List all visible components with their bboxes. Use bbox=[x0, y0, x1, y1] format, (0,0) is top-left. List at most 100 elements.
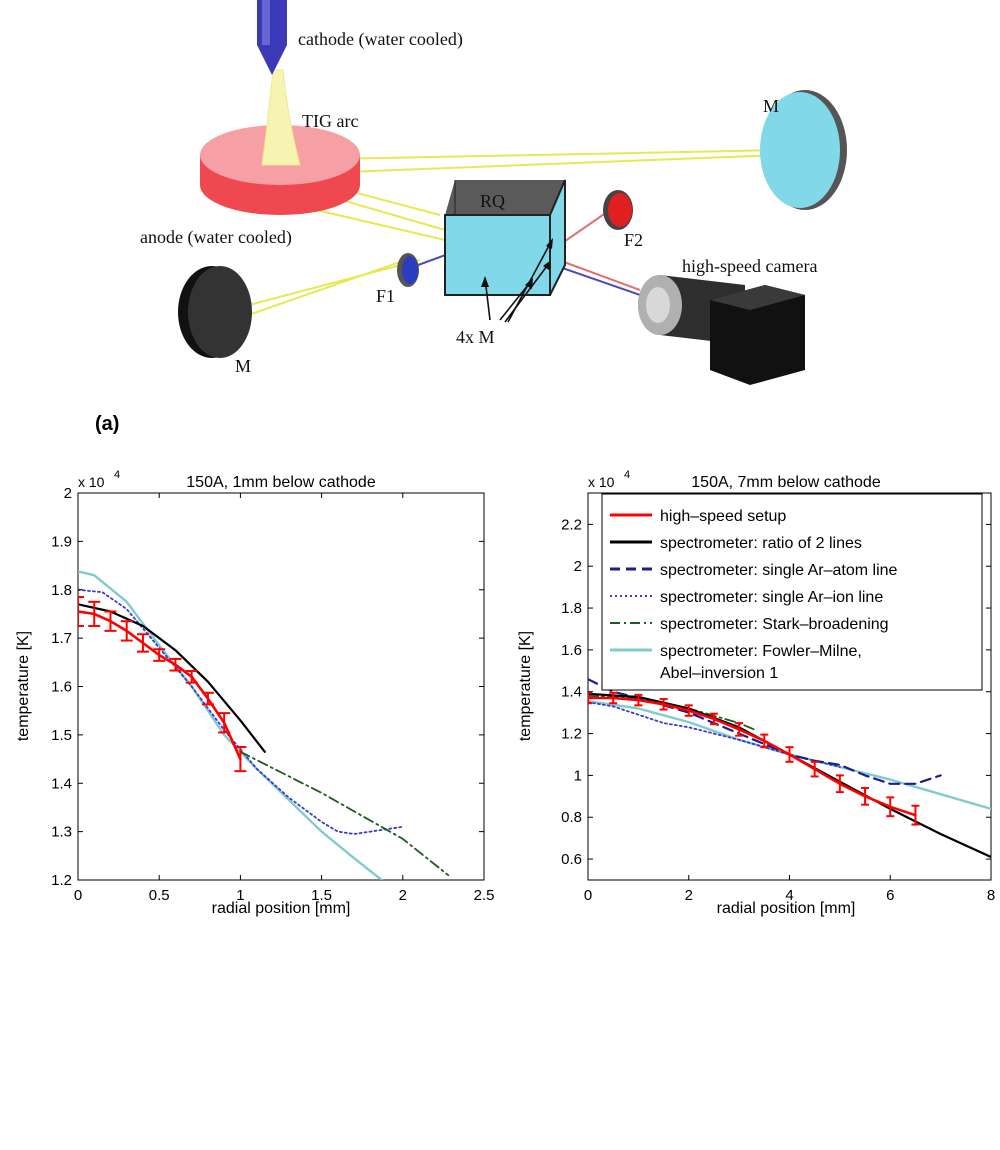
series-line-stark bbox=[239, 750, 450, 877]
ticks-group: 0 2 4 6 8 0.6 0.8 1 1.2 1.4 1.6 1.8 2 2.2 bbox=[561, 493, 995, 904]
x-tick-label: 2 bbox=[685, 887, 693, 904]
error-bar bbox=[785, 746, 794, 763]
error-bar bbox=[911, 804, 920, 826]
y-multiplier-exponent: 4 bbox=[624, 469, 630, 481]
chart-title: 150A, 1mm below cathode bbox=[186, 474, 376, 491]
error-bar bbox=[153, 648, 166, 662]
error-bar bbox=[185, 670, 198, 684]
y-axis-label: temperature [K] bbox=[517, 631, 534, 741]
x-tick-label: 6 bbox=[886, 887, 894, 904]
label-tig-arc: TIG arc bbox=[302, 111, 358, 131]
legend-label: spectrometer: ratio of 2 lines bbox=[660, 535, 862, 552]
error-bar bbox=[104, 610, 117, 632]
mirror-arrows bbox=[481, 238, 553, 323]
y-tick-label: 1.7 bbox=[51, 630, 72, 647]
label-4x-mirrors: 4x M bbox=[456, 327, 495, 347]
series-line-ion bbox=[588, 701, 841, 768]
mirror-left bbox=[178, 266, 252, 358]
cathode bbox=[257, 0, 287, 75]
error-bar bbox=[760, 733, 769, 749]
x-axis-label: radial position [mm] bbox=[212, 900, 351, 917]
x-tick-label: 8 bbox=[987, 887, 995, 904]
x-tick-label: 0 bbox=[74, 887, 82, 904]
legend-label: spectrometer: Stark–broadening bbox=[660, 616, 889, 633]
x-tick-label: 0 bbox=[584, 887, 592, 904]
y-tick-label: 1.6 bbox=[51, 679, 72, 696]
y-tick-label: 1.2 bbox=[51, 872, 72, 889]
chart-1mm-below-cathode: 0 0.5 1 1.5 2 2.5 1.2 1.3 1.4 1.5 1.6 1.7 1.8 1.9 2 15… bbox=[15, 469, 494, 917]
error-bar bbox=[709, 712, 718, 726]
y-tick-label: 0.8 bbox=[561, 809, 582, 826]
x-tick-label: 2.5 bbox=[474, 887, 495, 904]
legend-label: spectrometer: single Ar–ion line bbox=[660, 589, 883, 606]
series-group bbox=[588, 678, 991, 859]
filter-f2 bbox=[603, 190, 633, 230]
y-multiplier: x 10 bbox=[78, 474, 105, 490]
plot-frame bbox=[77, 492, 485, 881]
label-mirror-right: M bbox=[763, 96, 779, 116]
chart-7mm-below-cathode: 0 2 4 6 8 0.6 0.8 1 1.2 1.4 1.6 1.8 2 2.2 150A, 7mm b… bbox=[517, 469, 995, 917]
high-speed-camera bbox=[638, 275, 805, 385]
y-tick-label: 1.9 bbox=[51, 533, 72, 550]
series-line-fowler bbox=[78, 570, 383, 880]
y-tick-label: 1.2 bbox=[561, 726, 582, 743]
y-multiplier-exponent: 4 bbox=[114, 469, 120, 481]
y-tick-label: 0.6 bbox=[561, 851, 582, 868]
legend-item-ratio: spectrometer: ratio of 2 lines bbox=[610, 535, 862, 552]
error-bar bbox=[88, 600, 101, 628]
y-tick-label: 2 bbox=[574, 558, 582, 575]
label-cathode: cathode (water cooled) bbox=[298, 29, 463, 50]
y-multiplier: x 10 bbox=[588, 474, 615, 490]
y-tick-label: 1 bbox=[574, 767, 582, 784]
x-tick-label: 0.5 bbox=[149, 887, 170, 904]
error-bar bbox=[810, 760, 819, 778]
error-bar bbox=[835, 774, 844, 794]
plot-area bbox=[78, 570, 450, 880]
error-bar bbox=[684, 704, 693, 717]
y-tick-label: 2.2 bbox=[561, 516, 582, 533]
legend-label: spectrometer: Fowler–Milne, bbox=[660, 643, 862, 660]
legend-item-fowler: spectrometer: Fowler–Milne, Abel–inversio… bbox=[610, 643, 862, 682]
legend-item-high-speed: high–speed setup bbox=[610, 508, 786, 525]
error-bar bbox=[659, 698, 668, 711]
x-tick-label: 4 bbox=[785, 887, 793, 904]
panel-label-a: (a) bbox=[95, 413, 119, 435]
legend-label-continued: Abel–inversion 1 bbox=[660, 665, 778, 682]
y-tick-label: 1.4 bbox=[561, 684, 582, 701]
rq-cube bbox=[444, 179, 566, 296]
plot-area bbox=[588, 678, 991, 859]
y-tick-label: 1.8 bbox=[51, 582, 72, 599]
series-line-ion bbox=[78, 588, 404, 835]
error-bar bbox=[120, 620, 133, 642]
filter-f1 bbox=[397, 253, 419, 287]
error-bar bbox=[201, 691, 214, 706]
error-bar bbox=[78, 596, 84, 628]
chart-title: 150A, 7mm below cathode bbox=[691, 474, 881, 491]
y-tick-label: 1.5 bbox=[51, 727, 72, 744]
y-tick-label: 1.3 bbox=[51, 824, 72, 841]
error-bar bbox=[735, 722, 744, 737]
error-bar bbox=[634, 693, 643, 707]
y-axis-label: temperature [K] bbox=[15, 631, 32, 741]
x-tick-label: 1 bbox=[236, 887, 244, 904]
x-tick-label: 1.5 bbox=[311, 887, 332, 904]
error-bar bbox=[218, 712, 231, 734]
y-tick-label: 1.8 bbox=[561, 600, 582, 617]
y-tick-label: 1.4 bbox=[51, 775, 72, 792]
legend-item-ion: spectrometer: single Ar–ion line bbox=[610, 589, 883, 606]
legend-item-atom: spectrometer: single Ar–atom line bbox=[610, 562, 898, 579]
tig-arc bbox=[261, 69, 301, 166]
legend-item-stark: spectrometer: Stark–broadening bbox=[610, 616, 889, 633]
mirror-right bbox=[760, 90, 847, 210]
legend: high–speed setup spectrometer: ratio of 2… bbox=[601, 493, 983, 691]
y-tick-label: 1.6 bbox=[561, 642, 582, 659]
legend-box bbox=[601, 493, 983, 691]
label-rq: RQ bbox=[480, 191, 505, 211]
label-camera: high-speed camera bbox=[682, 256, 817, 276]
label-f1: F1 bbox=[376, 286, 395, 306]
series-line-high-speed bbox=[588, 696, 917, 817]
error-bar bbox=[588, 691, 592, 705]
error-bar bbox=[886, 796, 895, 818]
experimental-setup-schematic: cathode (water cooled) TIG arc anode (wa… bbox=[95, 0, 847, 435]
